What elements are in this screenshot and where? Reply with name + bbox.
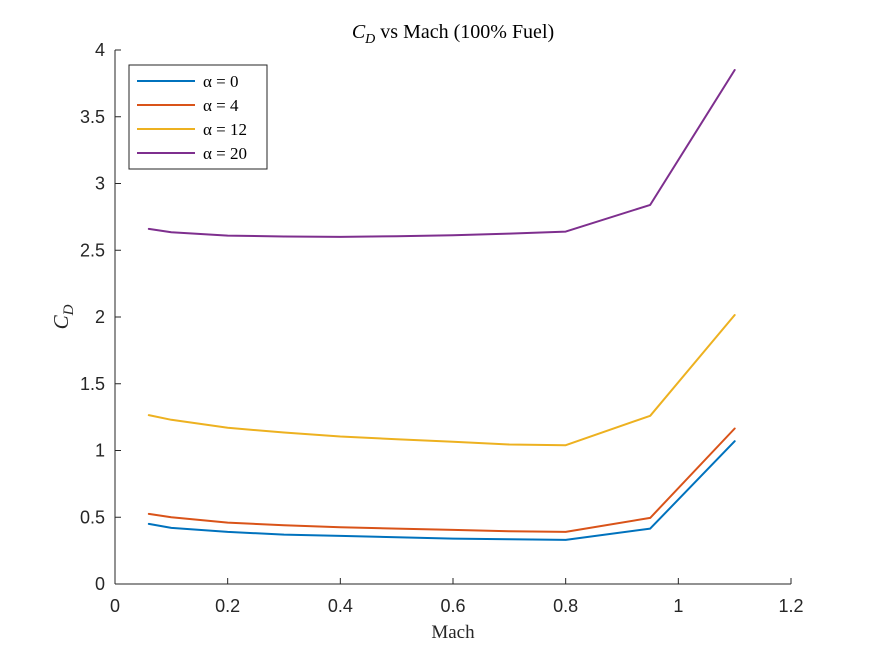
y-axis-label: CD: [49, 304, 77, 329]
title-rest: vs Mach (100% Fuel): [375, 21, 554, 43]
x-tick-label: 0.6: [440, 596, 465, 616]
legend-box: [128, 64, 268, 170]
y-tick-label: 1: [95, 441, 105, 461]
y-tick-label: 4: [95, 40, 105, 60]
series-layer: [147, 69, 736, 541]
ylabel-cd-main: C: [49, 314, 73, 329]
x-tick-label: 0.4: [328, 596, 353, 616]
legend-label-0: α = 0: [203, 72, 239, 91]
y-tick-label: 1.5: [80, 374, 105, 394]
x-ticks: 0 0.2 0.4 0.6 0.8 1 1.2: [110, 578, 804, 616]
y-tick-label: 3: [95, 174, 105, 194]
series-line-3: [147, 69, 736, 238]
y-tick-label: 3.5: [80, 107, 105, 127]
legend-label-1: α = 4: [203, 96, 239, 115]
y-ticks: 0 0.5 1 1.5 2 2.5 3 3.5 4: [80, 40, 121, 594]
x-axis-label: Mach: [431, 622, 475, 643]
y-tick-label: 0: [95, 574, 105, 594]
x-tick-label: 0.8: [553, 596, 578, 616]
x-tick-label: 1: [673, 596, 683, 616]
series-line-0: [147, 440, 736, 541]
ylabel-cd-sub: D: [61, 304, 77, 316]
legend-label-3: α = 20: [203, 144, 247, 163]
legend-label-2: α = 12: [203, 120, 247, 139]
y-tick-label: 0.5: [80, 507, 105, 527]
series-line-2: [147, 314, 736, 447]
y-tick-label: 2: [95, 307, 105, 327]
series-line-1: [147, 427, 736, 533]
x-tick-label: 0: [110, 596, 120, 616]
x-tick-label: 0.2: [215, 596, 240, 616]
title-cd-sub: D: [364, 32, 375, 47]
chart-title: CD vs Mach (100% Fuel): [352, 21, 554, 47]
legend: α = 0 α = 4 α = 12 α = 20: [128, 64, 268, 170]
y-tick-label: 2.5: [80, 240, 105, 260]
title-cd-main: C: [352, 21, 366, 43]
x-tick-label: 1.2: [778, 596, 803, 616]
